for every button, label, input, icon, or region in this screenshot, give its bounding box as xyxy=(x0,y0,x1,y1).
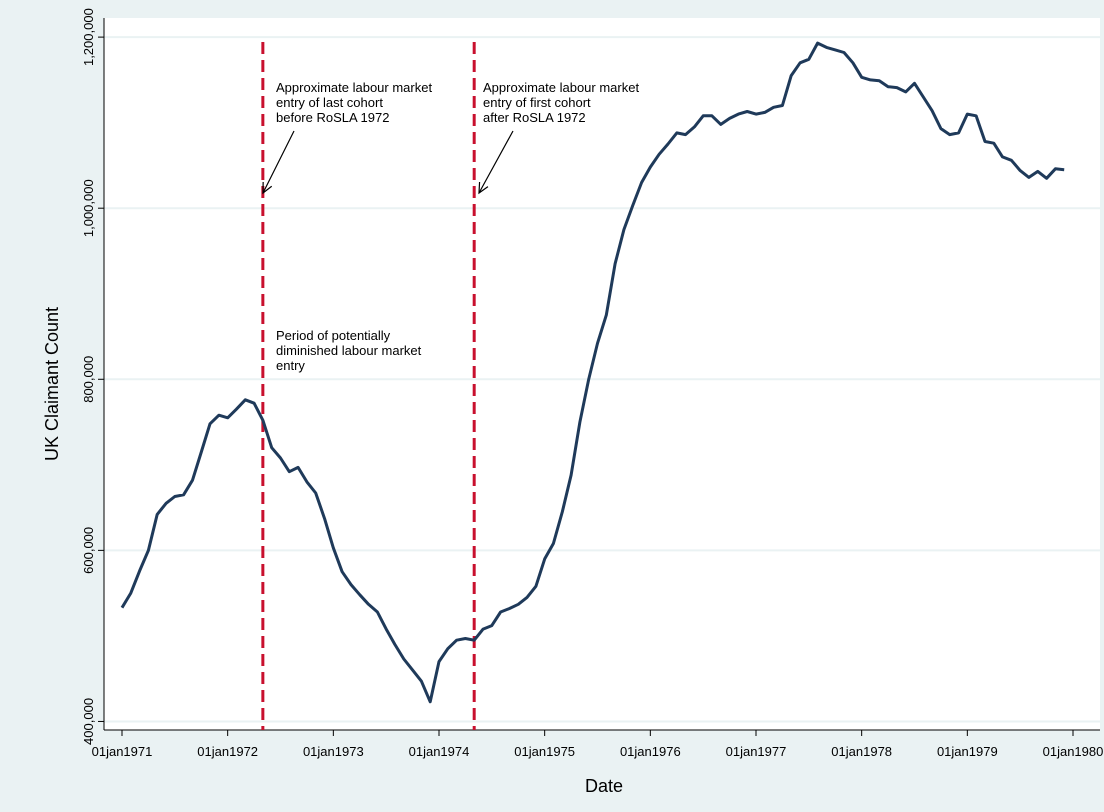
x-tick-label: 01jan1979 xyxy=(937,744,998,759)
plot-area xyxy=(104,18,1100,730)
x-tick-label: 01jan1971 xyxy=(92,744,153,759)
annotation-line: after RoSLA 1972 xyxy=(483,110,586,125)
annotation-arrow xyxy=(478,130,514,194)
annotation-line: Approximate labour market xyxy=(483,80,639,95)
x-tick-label: 01jan1976 xyxy=(620,744,681,759)
annotation-line: entry of first cohort xyxy=(483,95,591,110)
axes: 400,000 600,000 800,000 1,000,000 1,200,000 0… xyxy=(81,8,1103,759)
x-tick-label: 01jan1977 xyxy=(726,744,787,759)
x-tick-label: 01jan1978 xyxy=(831,744,892,759)
gridlines xyxy=(104,36,1100,723)
x-tick-label: 01jan1980 xyxy=(1043,744,1104,759)
x-tick-label: 01jan1975 xyxy=(514,744,575,759)
y-axis-title: UK Claimant Count xyxy=(42,307,62,461)
annotation-text: Period of potentially diminished labour m… xyxy=(276,328,422,373)
annotation-line: Period of potentially xyxy=(276,328,391,343)
annotation-line: before RoSLA 1972 xyxy=(276,110,389,125)
annotation-text: Approximate labour market entry of first … xyxy=(483,80,639,125)
annotation-text: Approximate labour market entry of last c… xyxy=(276,80,432,125)
y-tick-label: 1,000,000 xyxy=(81,179,96,237)
annotation-arrowhead xyxy=(478,181,489,195)
annotation-line: Approximate labour market xyxy=(276,80,432,95)
y-tick-label: 800,000 xyxy=(81,356,96,403)
annotation-line: entry of last cohort xyxy=(276,95,383,110)
annotation-arrow xyxy=(262,130,295,194)
y-tick-label: 600,000 xyxy=(81,527,96,574)
x-tick-label: 01jan1973 xyxy=(303,744,364,759)
series-group xyxy=(120,41,1065,704)
annotation-line: entry xyxy=(276,358,305,373)
series-line xyxy=(120,41,1065,704)
x-axis-title: Date xyxy=(585,776,623,796)
annotation-line: diminished labour market xyxy=(276,343,422,358)
annotations: Approximate labour market entry of last c… xyxy=(262,80,639,373)
y-tick-label: 400,000 xyxy=(81,698,96,745)
annotation-arrowhead xyxy=(262,181,273,195)
x-tick-label: 01jan1972 xyxy=(197,744,258,759)
x-tick-label: 01jan1974 xyxy=(409,744,470,759)
y-tick-label: 1,200,000 xyxy=(81,8,96,66)
reference-lines xyxy=(261,42,476,730)
